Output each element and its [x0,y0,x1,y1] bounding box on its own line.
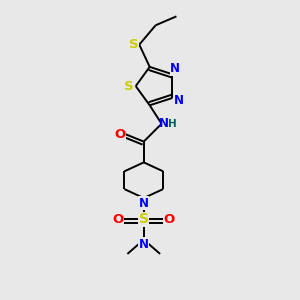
Text: O: O [112,213,124,226]
Text: H: H [168,119,176,129]
Text: N: N [170,62,180,75]
Text: N: N [139,197,149,210]
Text: S: S [128,38,138,51]
Text: O: O [164,213,175,226]
Text: N: N [139,238,149,250]
Text: O: O [114,128,126,141]
Text: N: N [159,117,169,130]
Text: N: N [174,94,184,107]
Text: S: S [124,80,134,93]
Text: S: S [139,212,149,226]
